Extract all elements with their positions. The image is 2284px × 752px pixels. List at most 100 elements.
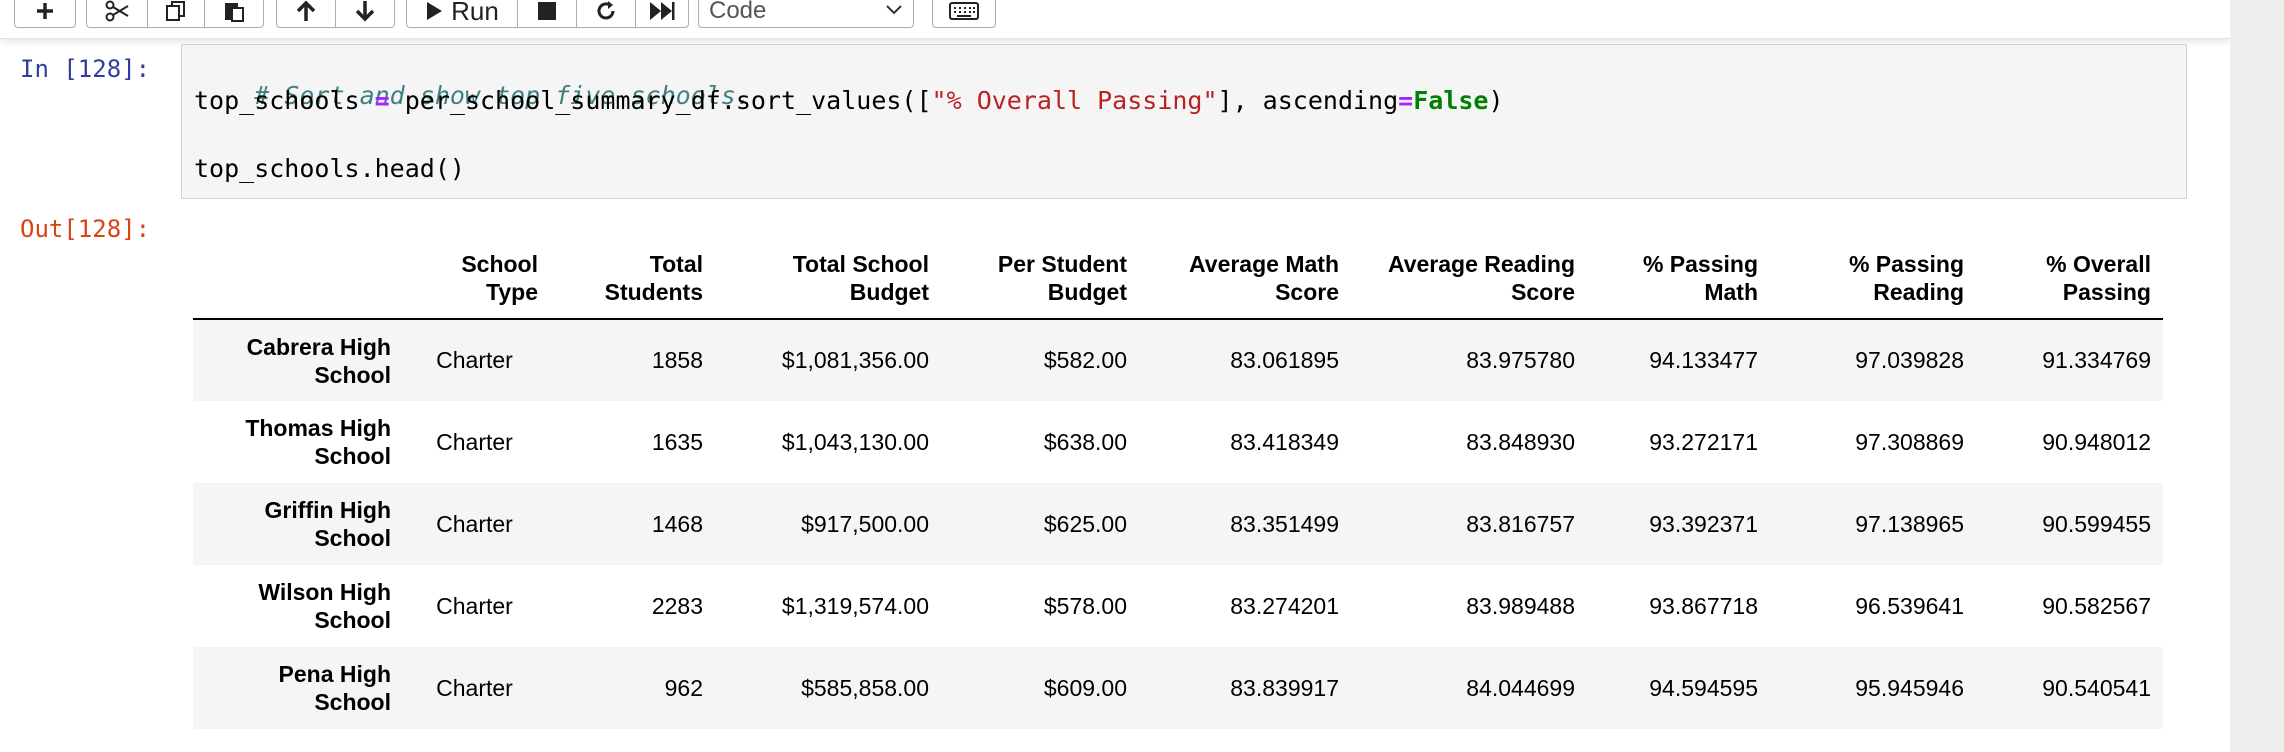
arrow-down-icon — [355, 1, 375, 22]
table-cell: 91.334769 — [2042, 347, 2151, 373]
row-index-label: Griffin High School — [193, 483, 403, 565]
code-keyword: False — [1413, 86, 1489, 115]
column-header-line: Budget — [849, 279, 929, 305]
table-cell: 962 — [664, 674, 703, 701]
table-cell: 95.945946 — [1855, 674, 1964, 701]
table-cell: 93.867718 — [1649, 592, 1758, 619]
table-cell: 93.392371 — [1649, 510, 1758, 537]
row-index-line: School — [314, 443, 391, 469]
table-cell: Charter — [436, 428, 513, 455]
run-button[interactable]: Run — [406, 0, 518, 28]
output-prompt: Out[128]: — [20, 215, 151, 243]
table-cell: 83.418349 — [1230, 428, 1339, 455]
table-cell: 83.061895 — [1230, 347, 1339, 373]
column-header-line: Score — [1511, 279, 1575, 305]
code-string: "% Overall Passing" — [931, 86, 1218, 115]
page-scrollbar[interactable] — [2230, 0, 2284, 752]
code-var: top_schools — [194, 86, 375, 115]
column-header-line: Per Student — [997, 251, 1127, 277]
table-row: Wilson High School Charter 2283 $1,319,574.0… — [193, 565, 2163, 647]
restart-icon — [597, 1, 615, 20]
table-cell: 83.848930 — [1466, 428, 1575, 455]
scissors-icon — [105, 0, 129, 22]
row-index-line: School — [314, 525, 391, 551]
copy-icon — [166, 1, 185, 21]
table-cell: $1,081,356.00 — [781, 347, 929, 373]
interrupt-kernel-button[interactable] — [517, 0, 577, 28]
column-header: School Type — [403, 236, 550, 320]
column-header-line: Average Reading — [1387, 251, 1575, 277]
code-args: ], ascending — [1217, 86, 1399, 115]
run-label: Run — [451, 0, 499, 26]
column-header: Total School Budget — [715, 236, 941, 320]
move-up-button[interactable] — [276, 0, 336, 28]
table-cell: 90.540541 — [2042, 674, 2151, 701]
fast-forward-icon — [650, 2, 675, 20]
table-cell: $582.00 — [1043, 347, 1127, 373]
table-cell: 97.138965 — [1855, 510, 1964, 537]
table-body: Cabrera High School Charter 1858 $1,081,356.… — [193, 319, 2163, 729]
table-row: Griffin High School Charter 1468 $917,500.00… — [193, 483, 2163, 565]
row-index-line: Pena High — [278, 661, 391, 687]
code-line-2: top_schools = per_school_summary_df.sort… — [194, 86, 1504, 115]
output-area: School Type Total Students Total School Budge… — [193, 236, 2163, 729]
table-cell: $625.00 — [1043, 510, 1127, 537]
paste-icon — [225, 3, 244, 22]
column-header-line: Total School — [792, 251, 929, 277]
table-cell: 90.948012 — [2042, 428, 2151, 455]
table-cell: $917,500.00 — [801, 510, 929, 537]
column-header: Average Reading Score — [1351, 236, 1587, 320]
column-header-line: Students — [604, 279, 703, 305]
cell-type-select[interactable]: Code — [698, 0, 914, 28]
row-index-line: Thomas High — [245, 415, 391, 441]
column-header-line: Math — [1704, 279, 1758, 305]
table-row: Thomas High School Charter 1635 $1,043,130.0… — [193, 401, 2163, 483]
column-header: Total Students — [550, 236, 715, 320]
row-index-label: Pena High School — [193, 647, 403, 729]
column-header-line: Type — [486, 279, 538, 305]
row-index-line: School — [314, 361, 391, 388]
table-cell: Charter — [436, 592, 513, 619]
code-operator: = — [1398, 86, 1414, 115]
arrow-up-icon — [296, 0, 316, 21]
move-down-button[interactable] — [335, 0, 395, 28]
stop-icon — [538, 2, 556, 20]
insert-cell-button[interactable] — [14, 0, 76, 28]
column-header-line: Score — [1275, 279, 1339, 305]
code-call: per_school_summary_df.sort_values([ — [389, 86, 932, 115]
table-cell: 83.274201 — [1230, 592, 1339, 619]
row-index-line: Wilson High — [258, 579, 391, 605]
table-cell: $585,858.00 — [801, 674, 929, 701]
column-header-line: Average Math — [1189, 251, 1339, 277]
table-cell: 94.133477 — [1649, 347, 1758, 373]
code-cell-editor[interactable]: # Sort and show top five schools. top_sc… — [181, 44, 2187, 199]
cut-cell-button[interactable] — [86, 0, 148, 28]
table-row: Pena High School Charter 962 $585,858.00 $609… — [193, 647, 2163, 729]
code-close: ) — [1488, 86, 1504, 115]
restart-run-all-button[interactable] — [635, 0, 689, 28]
row-index-line: School — [314, 607, 391, 633]
code-operator: = — [374, 86, 390, 115]
column-header-line: School — [461, 251, 538, 277]
table-cell: 1635 — [651, 428, 703, 455]
table-cell: 84.044699 — [1466, 674, 1575, 701]
table-cell: 90.582567 — [2042, 592, 2151, 619]
input-prompt: In [128]: — [20, 55, 151, 83]
table-cell: 97.039828 — [1855, 347, 1964, 373]
notebook-toolbar: Run Code — [0, 0, 2230, 39]
column-header-line: Budget — [1047, 279, 1127, 305]
column-header-line: % Overall — [2046, 251, 2151, 277]
play-icon — [427, 2, 443, 20]
table-cell: 83.816757 — [1466, 510, 1575, 537]
row-index-label: Thomas High School — [193, 401, 403, 483]
cell-type-value: Code — [709, 0, 767, 24]
copy-cell-button[interactable] — [147, 0, 205, 28]
code-comment: # Sort and show top five schools. — [254, 81, 751, 110]
column-header-line: Reading — [1873, 279, 1964, 305]
column-header-line: Total — [649, 251, 703, 277]
table-cell: 2283 — [651, 592, 703, 619]
command-palette-button[interactable] — [932, 0, 996, 28]
restart-kernel-button[interactable] — [576, 0, 636, 28]
paste-cell-button[interactable] — [204, 0, 264, 28]
table-cell: $1,319,574.00 — [781, 592, 929, 619]
